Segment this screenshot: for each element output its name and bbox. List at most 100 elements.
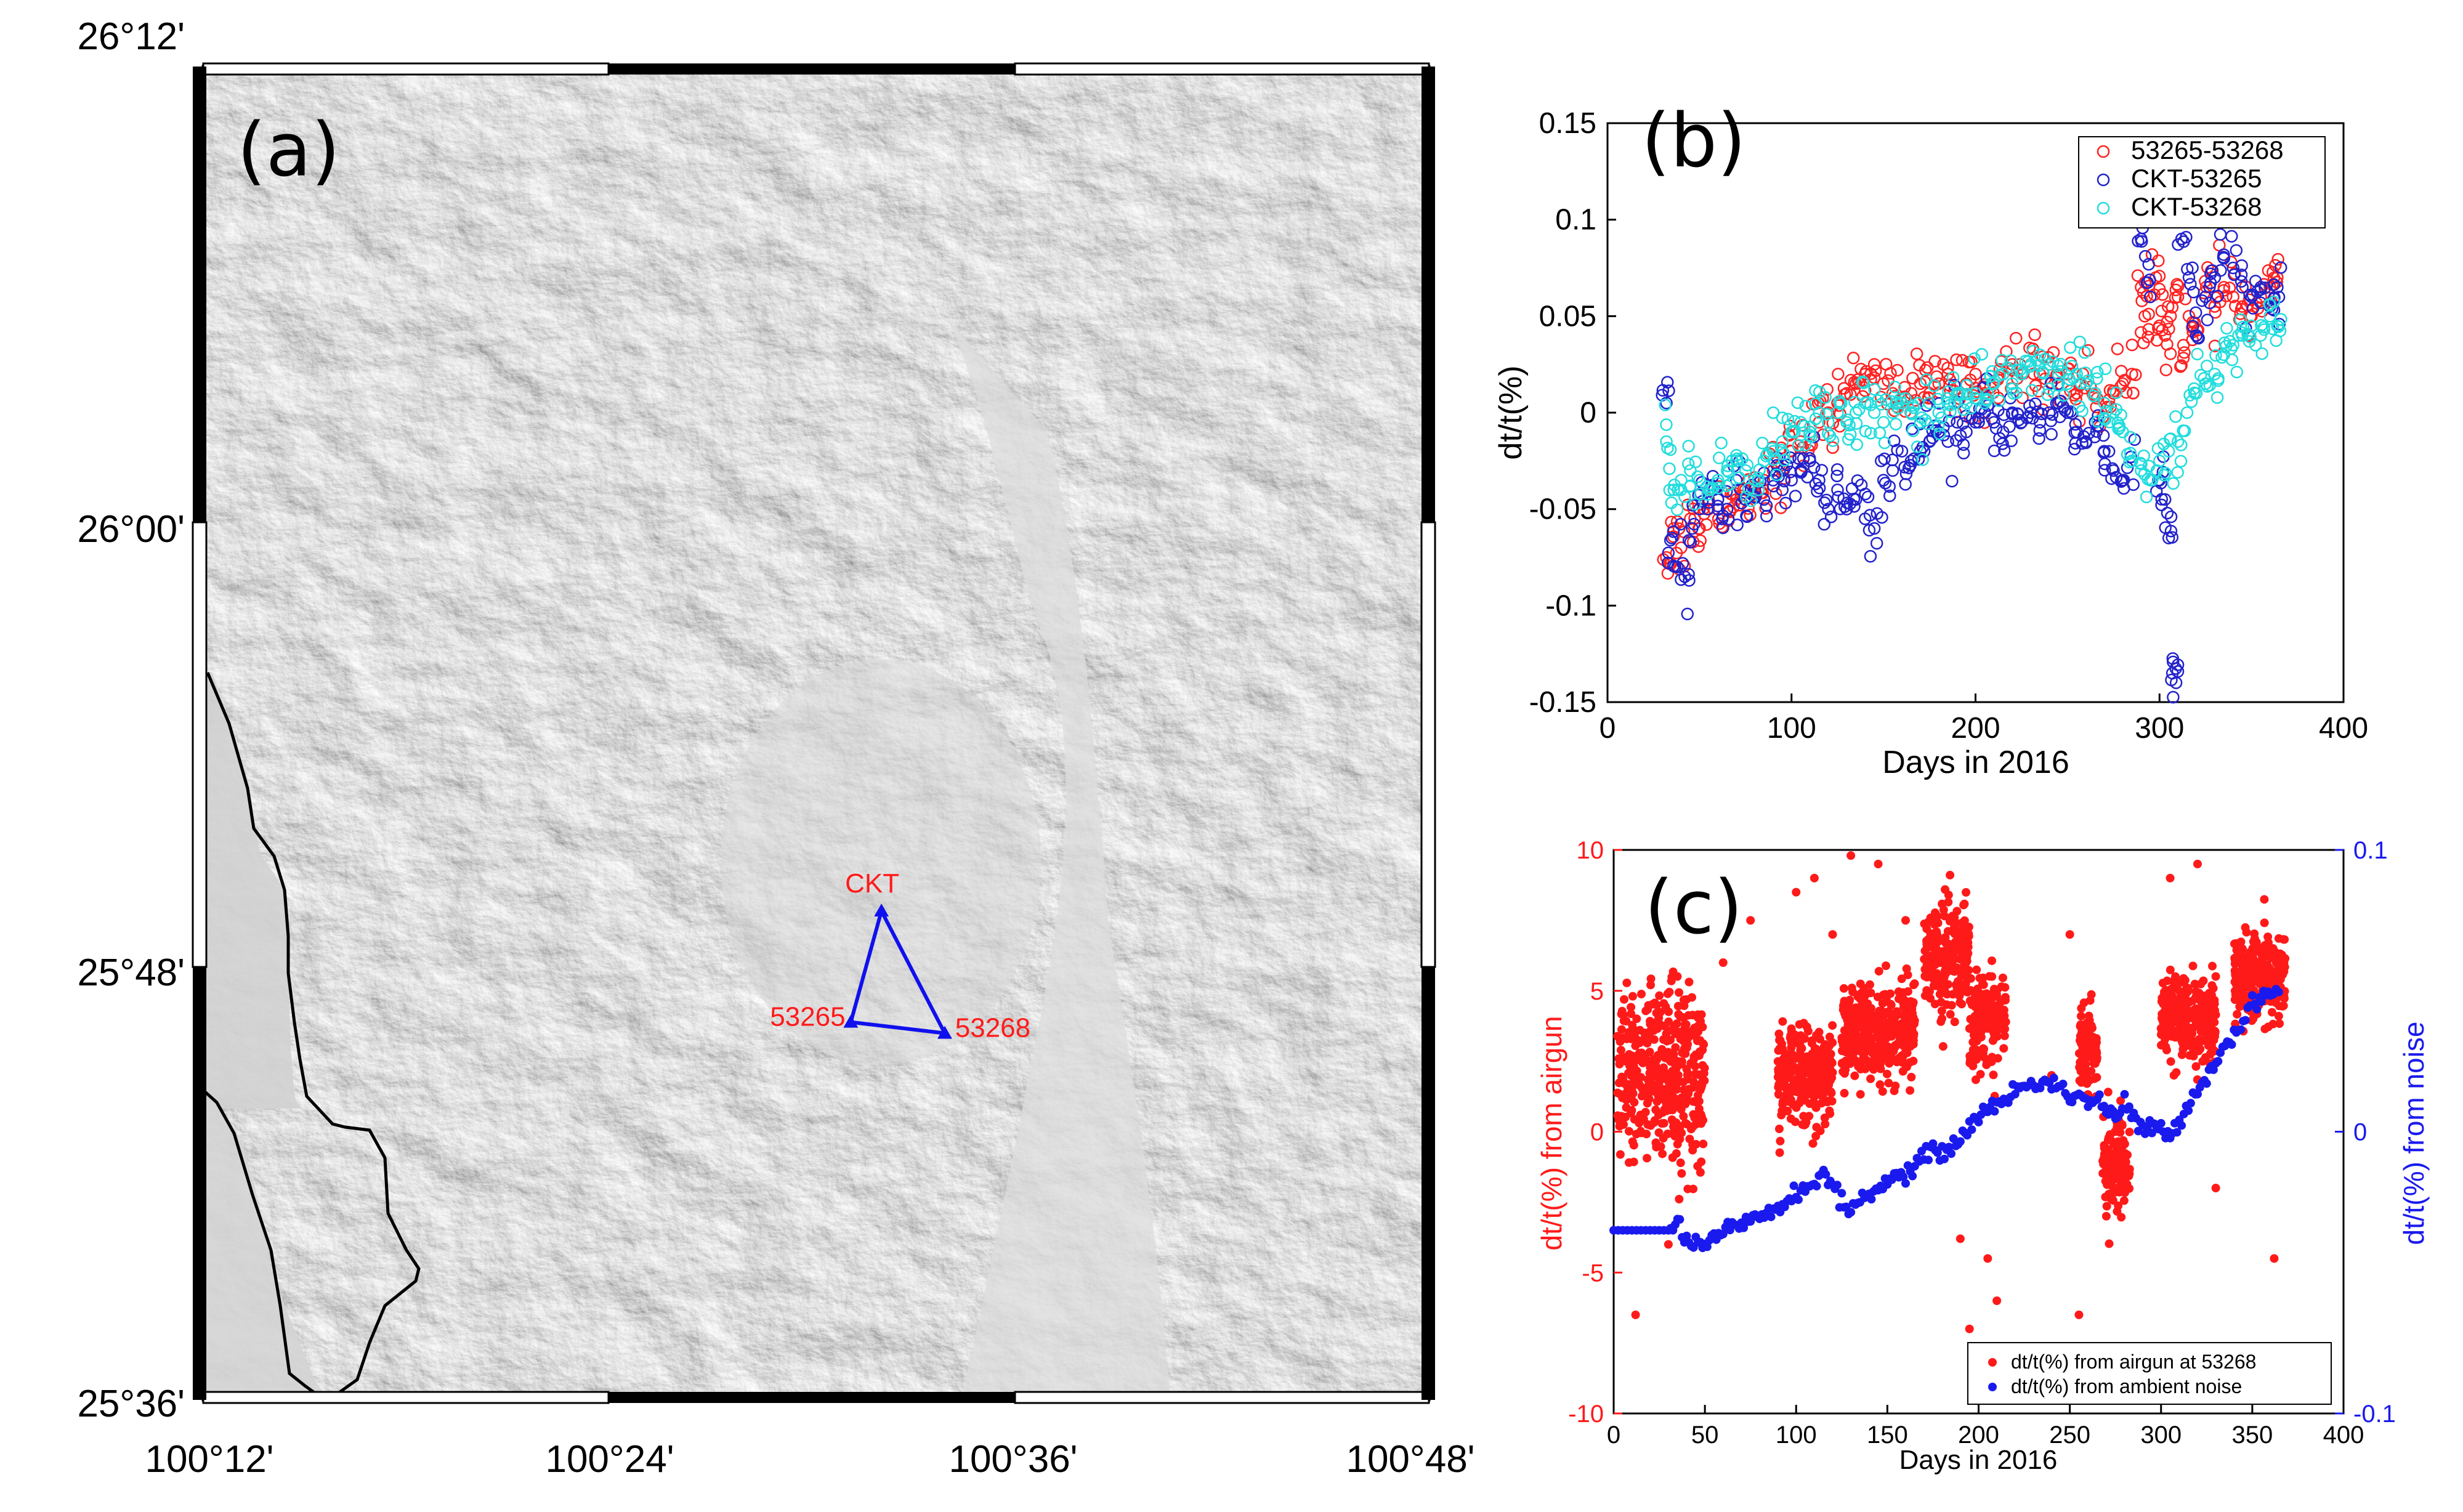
airgun-point [1964,942,1973,952]
airgun-point [1909,980,1918,990]
airgun-point [1689,1077,1698,1086]
airgun-point [2158,1027,2167,1037]
data-point [1993,432,2006,445]
airgun-point [2089,1059,2098,1068]
airgun-point [1878,1087,1887,1096]
airgun-point [2233,948,2243,957]
airgun-point [1856,1001,1866,1011]
data-point [2125,368,2138,381]
x-tick-label: 100 [1776,1421,1817,1449]
noise-point [1949,1134,1958,1143]
data-point [1776,483,1789,496]
data-point [2255,347,2268,360]
map-frame-scale-bar [192,62,1436,1404]
airgun-point [1675,1195,1684,1204]
airgun-point [2182,983,2191,992]
airgun-point [1875,1026,1884,1035]
airgun-point [1821,1120,1830,1129]
airgun-point [2119,1196,2129,1205]
airgun-point [1869,1041,1878,1051]
airgun-point [2177,997,2186,1006]
data-point [2089,387,2101,400]
airgun-point [1812,1080,1821,1090]
noise-point [1947,1149,1956,1158]
data-point [1950,434,1963,447]
airgun-point [1630,1052,1640,1061]
airgun-point [1678,1048,1687,1057]
airgun-point [1932,927,1941,936]
data-point [2005,434,2018,448]
data-point [2102,445,2116,458]
data-point [2182,271,2196,284]
airgun-point [1842,1009,1851,1019]
airgun-point [1614,1054,1624,1063]
airgun-point [1905,1041,1914,1051]
data-point [2234,313,2247,326]
legend-label: dt/t(%) from ambient noise [2011,1375,2242,1397]
data-point [1676,557,1689,570]
airgun-point [1992,990,2001,999]
legend-box [1967,1342,2332,1405]
legend-label: CKT-53265 [2131,164,2262,193]
airgun-point [1805,1112,1814,1121]
data-point [1941,397,1954,410]
airgun-point [1778,1017,1787,1026]
data-point [1848,499,1861,513]
data-point [2098,445,2111,458]
data-point [1864,427,1877,440]
data-point [1675,474,1688,487]
airgun-point [1699,1115,1708,1125]
airgun-point [1955,1234,1965,1243]
data-point [1859,424,1872,438]
data-point [1920,373,1933,386]
data-point [2124,431,2137,444]
data-point [2212,374,2225,387]
data-point [1878,436,1891,450]
noise-point [2184,1106,2193,1115]
data-point [2161,300,2175,313]
noise-point [2147,1128,2156,1138]
lat-tick-label: 26°00' [77,508,185,551]
airgun-point [1950,929,1959,939]
data-point [1660,435,1673,448]
data-point [1830,469,1843,482]
airgun-point [1994,1008,2004,1017]
data-point [2164,510,2178,524]
airgun-point [1840,1089,1849,1098]
noise-point [2049,1073,2058,1083]
data-point [1919,414,1932,427]
airgun-point [1826,1049,1835,1059]
airgun-point [1797,1076,1806,1085]
airgun-point [1646,1019,1655,1029]
airgun-point [2191,1062,2201,1071]
airgun-point [1955,998,1965,1007]
data-point [2097,429,2110,442]
airgun-point [2178,1037,2188,1046]
data-point [2114,380,2127,393]
data-point [1720,503,1734,515]
data-point [1684,536,1697,549]
data-point [2140,490,2153,504]
data-point [1665,532,1678,544]
data-point [2220,321,2233,335]
left-y-tick-label: 10 [1577,837,1604,864]
lon-tick-label: 100°36' [948,1438,1077,1481]
data-point [1818,496,1831,509]
airgun-point [1960,950,1970,959]
panel-c-label: (c) [1644,865,1743,951]
data-point [1858,384,1872,397]
airgun-point [2207,981,2217,990]
data-point [2045,427,2058,441]
airgun-point [1828,930,1837,939]
data-point [1731,518,1744,532]
airgun-point [1837,1046,1846,1056]
airgun-point [1926,913,1935,923]
airgun-point [1668,1153,1677,1162]
data-point [1662,546,1675,559]
data-point [2158,493,2172,506]
data-point [2201,380,2214,393]
data-point [1688,498,1702,511]
airgun-point [1673,1139,1682,1149]
data-point [1674,517,1688,531]
data-point [2178,346,2191,359]
